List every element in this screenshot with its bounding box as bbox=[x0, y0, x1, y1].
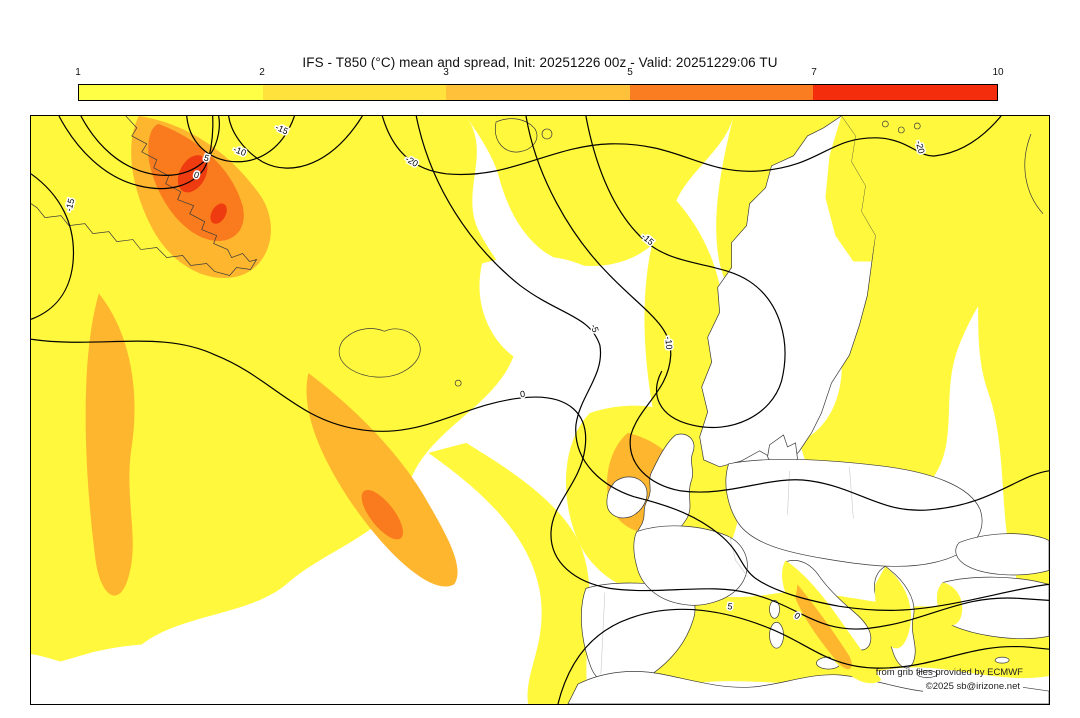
contour-label: 5 bbox=[727, 601, 733, 612]
contour-label: 5 bbox=[203, 152, 211, 163]
credits-source: from grib files provided by ECMWF bbox=[875, 666, 1023, 678]
arctic-islet bbox=[913, 122, 921, 130]
arctic-islet bbox=[881, 120, 889, 128]
credits: from grib files provided by ECMWF ©2025 … bbox=[876, 666, 1023, 695]
france-land bbox=[633, 525, 748, 606]
map-frame: -15 -15 -10 5 0 -20 -20 -15 -10 -5 0 0 5 from grib f… bbox=[30, 115, 1050, 705]
temperature-contours-layer bbox=[31, 116, 1049, 704]
black-sea-outline bbox=[955, 533, 1049, 576]
colorbar-tick: 2 bbox=[259, 67, 265, 78]
colorbar-segment-7-10 bbox=[813, 85, 997, 100]
colorbar bbox=[78, 84, 998, 101]
contour-label: -10 bbox=[663, 336, 674, 350]
colorbar-tick: 10 bbox=[992, 67, 1004, 78]
colorbar-segment-5-7 bbox=[629, 85, 814, 100]
novaya-zemlya-coastline bbox=[1024, 133, 1044, 214]
colorbar-ticks: 1 2 3 5 7 10 bbox=[75, 67, 1003, 80]
colorbar-tick: 3 bbox=[443, 67, 449, 78]
arctic-islet bbox=[897, 126, 905, 134]
colorbar-tick: 1 bbox=[75, 67, 81, 78]
colorbar-segment-3-5 bbox=[446, 85, 630, 100]
crete-island bbox=[916, 670, 938, 678]
ireland-land bbox=[606, 476, 648, 519]
chart-title: IFS - T850 (°C) mean and spread, Init: 2… bbox=[302, 55, 778, 70]
colorbar-segment-1-2 bbox=[79, 85, 263, 100]
central-europe-land bbox=[725, 459, 983, 567]
svalbard-islet bbox=[541, 128, 553, 140]
cyprus-island bbox=[994, 656, 1010, 664]
colorbar-tick: 5 bbox=[627, 67, 633, 78]
faroe-islands bbox=[454, 379, 462, 387]
sardinia-island bbox=[769, 621, 784, 649]
contour-label: 0 bbox=[519, 389, 525, 400]
iceland-coastline bbox=[338, 328, 421, 378]
colorbar-tick: 7 bbox=[811, 67, 817, 78]
credits-copyright: ©2025 sb@irizone.net bbox=[922, 680, 1023, 695]
svalbard-coastline bbox=[495, 118, 538, 153]
colorbar-segment-2-3 bbox=[262, 85, 447, 100]
contour-label: 0 bbox=[193, 169, 201, 180]
corsica-island bbox=[769, 600, 780, 619]
greenland-coastline bbox=[31, 116, 258, 276]
